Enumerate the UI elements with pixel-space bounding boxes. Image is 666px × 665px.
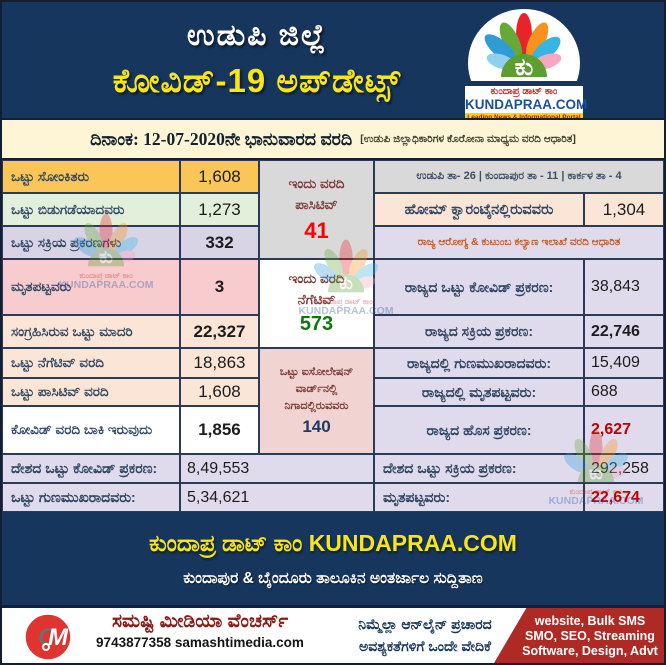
state-row-value: 688 (584, 378, 664, 406)
header-titles: ಉಡುಪಿ ಜಿಲ್ಲೆ ಕೋವಿಡ್-19 ಅಪ್‌ಡೇಟ್ಸ್ (22, 2, 492, 118)
media-company-name: ಸಮಷ್ಟಿ ಮೀಡಿಯಾ ವೆಂಚರ್ಸ್ (111, 611, 289, 632)
taluk-breakdown-strip: ಉಡುಪಿ ತಾ- 26 | ಕುಂದಾಪುರ ತಾ - 11 | ಕಾರ್ಕಳ… (374, 160, 664, 193)
header: ಉಡುಪಿ ಜಿಲ್ಲೆ ಕೋವಿಡ್-19 ಅಪ್‌ಡೇಟ್ಸ್ ಕು ಕುಂ… (2, 2, 664, 122)
district-row-value: 1,608 (180, 378, 259, 406)
svg-text:M: M (48, 624, 69, 651)
logo-monogram: ಕು (515, 54, 534, 81)
promo-site-description: ಕುಂದಾಪುರ & ಬೈಂದೂರು ತಾಲೂಕಿನ ಅಂತರ್ಜಾಲ ಸುದ್… (183, 569, 483, 587)
district-row-value: 1,856 (180, 406, 259, 454)
state-row-value: 22,746 (584, 315, 664, 348)
state-row-label: ರಾಜ್ಯದಲ್ಲಿ ಮೃತಪಟ್ಟವರು: (374, 378, 584, 406)
kundapraa-fan-icon: ಕು (468, 9, 580, 117)
district-row-label: ಒಟ್ಟು ಬಿಡುಗಡೆಯಾದವರು (2, 193, 180, 226)
district-row-value: 1,273 (180, 193, 259, 226)
national-row-label: ದೇಶದ ಒಟ್ಟು ಕೋವಿಡ್ ಪ್ರಕರಣ: (2, 454, 180, 483)
home-quarantine-value: 1,304 (584, 193, 664, 226)
state-row-label: ರಾಜ್ಯದಲ್ಲಿ ಗುಣಮುಖರಾದವರು: (374, 348, 584, 378)
district-row-label: ಒಟ್ಟು ನೆಗೆಟಿವ್ ವರದಿ (2, 348, 180, 378)
date-bar: ದಿನಾಂಕ: 12-07-2020ನೇ ಭಾನುವಾರದ ವರದಿ [ಉಡುಪ… (2, 118, 664, 160)
footer-ad: C M ಸಮಷ್ಟಿ ಮೀಡಿಯಾ ವೆಂಚರ್ಸ್ 9743877358 sa… (2, 605, 664, 663)
national-deaths-value: 22,674 (584, 483, 664, 512)
phone-and-website: 9743877358 samashtimedia.com (96, 635, 304, 650)
promo-band: ಕುಂದಾಪ್ರ ಡಾಟ್ ಕಾಂ KUNDAPRAA.COM ಕುಂದಾಪುರ… (2, 512, 664, 605)
national-row-value: 8,49,553 (180, 454, 374, 483)
district-row-value: 1,608 (180, 160, 259, 193)
state-new-cases-value: 2,627 (584, 406, 664, 454)
national-row-label: ದೇಶದ ಒಟ್ಟು ಸಕ್ರಿಯ ಪ್ರಕರಣ: (374, 454, 584, 483)
report-source-note: [ಉಡುಪಿ ಜಿಲ್ಲಾಧಿಕಾರಿಗಳ ಕೊರೋನಾ ಮಾಧ್ಯಮ ವರದಿ… (360, 132, 576, 145)
promo-site-name: ಕುಂದಾಪ್ರ ಡಾಟ್ ಕಾಂ KUNDAPRAA.COM (149, 529, 517, 556)
national-row-value: 292,258 (584, 454, 664, 483)
logo-tagline: Leading News & Informational Portal (465, 112, 583, 122)
national-row-value: 5,34,621 (180, 483, 374, 512)
state-row-value: 15,409 (584, 348, 664, 378)
state-report-note: ರಾಜ್ಯ ಆರೋಗ್ಯ & ಕುಟುಂಬ ಕಲ್ಯಾಣ ಇಲಾಖೆ ವರದಿ … (374, 226, 664, 259)
state-row-value: 38,843 (584, 259, 664, 315)
covid-updates-title: ಕೋವಿಡ್-19 ಅಪ್‌ಡೇಟ್ಸ್ (112, 62, 402, 99)
cm-logo: C M (24, 613, 72, 661)
isolation-ward-cell: ಒಟ್ಟು ಐಸೋಲೇಷನ್ ವಾರ್ಡ್‌ನಲ್ಲಿ ನಿಗಾದಲ್ಲಿರುವ… (259, 348, 374, 454)
svg-text:C: C (38, 624, 56, 651)
national-row-label: ಮೃತಪಟ್ಟವರು: (374, 483, 584, 512)
brand-block: ಸಮಷ್ಟಿ ಮೀಡಿಯಾ ವೆಂಚರ್ಸ್ 9743877358 samash… (80, 611, 320, 650)
logo-kannada-name: ಕುಂದಾಪ್ರ ಡಾಟ್ ಕಾಂ (490, 86, 558, 97)
today-positive-value: 41 (304, 217, 329, 243)
district-row-label: ಒಟ್ಟು ಸಕ್ರಿಯ ಪ್ರಕರಣಗಳು (2, 226, 180, 259)
district-row-label: ಸಂಗ್ರಹಿಸಿರುವ ಒಟ್ಟು ಮಾದರಿ (2, 315, 180, 348)
district-row-label: ಒಟ್ಟು ಪಾಸಿಟಿವ್ ವರದಿ (2, 378, 180, 406)
report-date: ದಿನಾಂಕ: 12-07-2020ನೇ ಭಾನುವಾರದ ವರದಿ (90, 128, 353, 149)
district-row-value: 3 (180, 259, 259, 315)
district-row-label: ಮೃತಪಟ್ಟವರು (2, 259, 180, 315)
district-title: ಉಡುಪಿ ಜಿಲ್ಲೆ (186, 19, 328, 52)
today-negative-value: 573 (299, 313, 334, 335)
ad-pitch: ನಿಮ್ಮೆಲ್ಲಾ ಆನ್‌ಲೈನ್ ಪ್ರಚಾರದ ಅವಶ್ಯಕತೆಗಳಿಗ… (358, 616, 492, 655)
isolation-ward-value: 140 (302, 416, 331, 436)
stats-table: ಒಟ್ಟು ಸೋಂಕಿತರು ಒಟ್ಟು ಬಿಡುಗಡೆಯಾದವರು ಒಟ್ಟು… (2, 160, 664, 512)
today-positive-cell: ಇಂದು ವರದಿ ಪಾಸಿಟಿವ್ 41 (259, 160, 374, 259)
district-row-label: ಒಟ್ಟು ಸೋಂಕಿತರು (2, 160, 180, 193)
state-row-label: ರಾಜ್ಯದ ಒಟ್ಟು ಕೋವಿಡ್ ಪ್ರಕರಣ: (374, 259, 584, 315)
services-ribbon: website, Bulk SMS SMO, SEO, Streaming So… (494, 608, 664, 663)
state-row-label: ರಾಜ್ಯದ ಸಕ್ರಿಯ ಪ್ರಕರಣ: (374, 315, 584, 348)
logo-domain: KUNDAPRAA.COM (465, 96, 588, 112)
district-row-value: 18,863 (180, 348, 259, 378)
today-negative-cell: ಇಂದು ವರದಿ ನೆಗೆಟಿವ್ 573 (259, 259, 374, 348)
state-row-label: ರಾಜ್ಯದ ಹೊಸ ಪ್ರಕರಣ: (374, 406, 584, 454)
district-row-value: 332 (180, 226, 259, 259)
logo-textbox: ಕುಂದಾಪ್ರ ಡಾಟ್ ಕಾಂ KUNDAPRAA.COM (465, 86, 588, 113)
district-row-value: 22,327 (180, 315, 259, 348)
national-row-label: ಒಟ್ಟು ಗುಣಮುಖರಾದವರು: (2, 483, 180, 512)
district-row-label: ಕೋವಿಡ್ ವರದಿ ಬಾಕಿ ಇರುವುದು (2, 406, 180, 454)
home-quarantine-label: ಹೋಮ್ ಕ್ವಾರಂಟೈನಲ್ಲಿರುವವರು (374, 193, 584, 226)
kundapraa-logo: ಕು ಕುಂದಾಪ್ರ ಡಾಟ್ ಕಾಂ KUNDAPRAA.COM Leadi… (465, 7, 588, 122)
